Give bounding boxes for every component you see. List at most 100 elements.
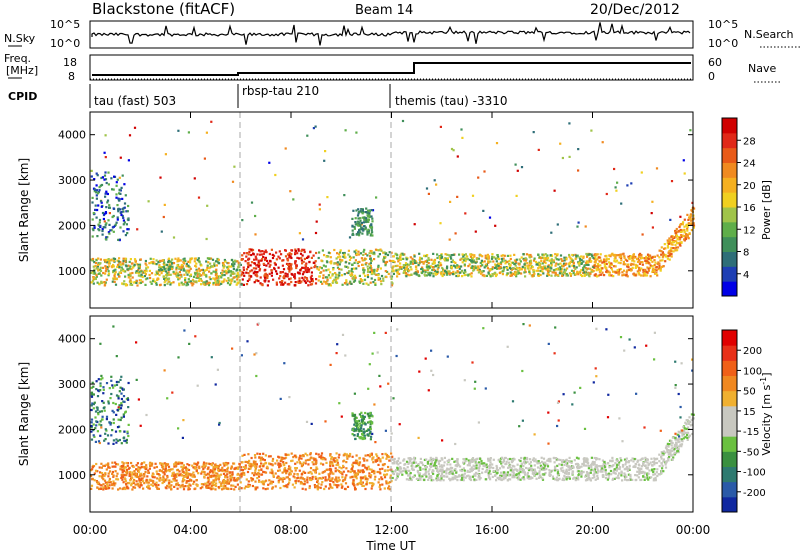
power-cell bbox=[352, 278, 355, 281]
velocity-cell bbox=[483, 462, 486, 465]
power-cell bbox=[678, 241, 682, 244]
power-cell bbox=[92, 282, 95, 285]
power-cell bbox=[358, 229, 361, 232]
velocity-cell bbox=[380, 476, 383, 479]
velocity-cell bbox=[329, 461, 332, 464]
velocity-cell bbox=[243, 472, 246, 475]
velocity-cell bbox=[139, 481, 142, 484]
power-cell bbox=[679, 224, 682, 227]
power-cell bbox=[683, 225, 686, 228]
velocity-cell bbox=[631, 478, 634, 481]
velocity-cell bbox=[576, 476, 579, 479]
velocity-cell bbox=[125, 469, 128, 472]
velocity-cell bbox=[535, 460, 538, 463]
power-cell bbox=[310, 274, 313, 277]
velocity-cell bbox=[365, 467, 368, 470]
velocity-cell bbox=[101, 476, 104, 480]
power-cell bbox=[523, 271, 526, 274]
power-cell bbox=[98, 189, 101, 192]
power-cell bbox=[121, 174, 124, 177]
velocity-cell bbox=[575, 456, 579, 459]
velocity-cell bbox=[180, 484, 183, 487]
power-cell bbox=[491, 274, 494, 277]
power-cell bbox=[135, 281, 138, 284]
velocity-cell bbox=[212, 468, 215, 471]
velocity-cell bbox=[462, 475, 465, 478]
power-cell bbox=[194, 272, 197, 275]
power-cell bbox=[252, 267, 255, 270]
velocity-cell bbox=[103, 464, 106, 467]
power-cell bbox=[499, 266, 502, 269]
power-cell bbox=[594, 258, 597, 261]
power-cell bbox=[681, 229, 684, 232]
power-cell bbox=[284, 147, 287, 150]
power-cell bbox=[306, 268, 309, 271]
power-cell bbox=[660, 246, 663, 249]
power-cell bbox=[310, 283, 314, 286]
power-cell bbox=[326, 282, 329, 285]
power-cell bbox=[668, 250, 671, 253]
power-cell bbox=[281, 271, 284, 274]
velocity-cell bbox=[353, 461, 356, 464]
power-cell bbox=[661, 259, 664, 262]
power-cell bbox=[242, 268, 245, 272]
velocity-cell bbox=[581, 471, 584, 474]
velocity-cell bbox=[441, 470, 444, 473]
power-cell bbox=[500, 257, 503, 260]
power-cell bbox=[513, 253, 516, 256]
velocity-cell bbox=[440, 464, 443, 467]
velocity-cell bbox=[439, 479, 442, 482]
velocity-cell bbox=[359, 476, 362, 479]
power-cell bbox=[91, 259, 95, 262]
power-cell bbox=[464, 253, 467, 256]
power-cell bbox=[221, 280, 224, 283]
velocity-cell bbox=[165, 487, 168, 490]
power-cell bbox=[687, 218, 690, 221]
power-cell bbox=[147, 200, 150, 203]
velocity-cell bbox=[168, 483, 171, 486]
power-cell bbox=[550, 258, 553, 261]
power-cell bbox=[467, 273, 470, 276]
power-cell bbox=[543, 259, 546, 262]
velocity-cell bbox=[547, 459, 550, 462]
power-cell bbox=[532, 131, 535, 134]
power-cell bbox=[127, 159, 130, 162]
power-cell bbox=[421, 268, 424, 271]
power-cell bbox=[443, 272, 446, 275]
power-cell bbox=[353, 250, 356, 253]
power-cell bbox=[417, 274, 420, 277]
power-cell bbox=[358, 221, 361, 224]
power-cell bbox=[454, 232, 457, 235]
power-cell bbox=[630, 182, 633, 185]
velocity-cell bbox=[119, 465, 122, 468]
velocity-cell bbox=[331, 462, 334, 466]
velocity-cell bbox=[424, 471, 427, 474]
power-cell bbox=[338, 251, 342, 254]
power-cell bbox=[596, 275, 599, 278]
velocity-cell bbox=[667, 457, 670, 460]
power-cell bbox=[162, 215, 165, 219]
power-cell bbox=[670, 246, 673, 250]
velocity-cell bbox=[638, 469, 641, 472]
power-cell bbox=[497, 257, 501, 261]
power-cell bbox=[163, 268, 166, 271]
velocity-cell bbox=[350, 475, 353, 479]
velocity-cell bbox=[455, 471, 458, 474]
power-cell bbox=[366, 218, 369, 221]
power-cell bbox=[197, 267, 201, 270]
velocity-cell bbox=[542, 468, 545, 471]
velocity-cell bbox=[568, 465, 571, 468]
velocity-cell bbox=[213, 481, 216, 484]
power-cell bbox=[349, 280, 352, 283]
power-cell bbox=[367, 220, 370, 223]
power-cell bbox=[348, 262, 351, 265]
power-cell bbox=[656, 263, 659, 266]
velocity-cell bbox=[244, 485, 247, 488]
velocity-cell bbox=[408, 475, 412, 478]
power-cell bbox=[143, 270, 146, 274]
power-cell bbox=[293, 284, 296, 287]
power-cell bbox=[679, 244, 682, 247]
power-cell bbox=[427, 258, 431, 261]
power-cell bbox=[436, 272, 439, 276]
power-cell bbox=[351, 217, 354, 220]
